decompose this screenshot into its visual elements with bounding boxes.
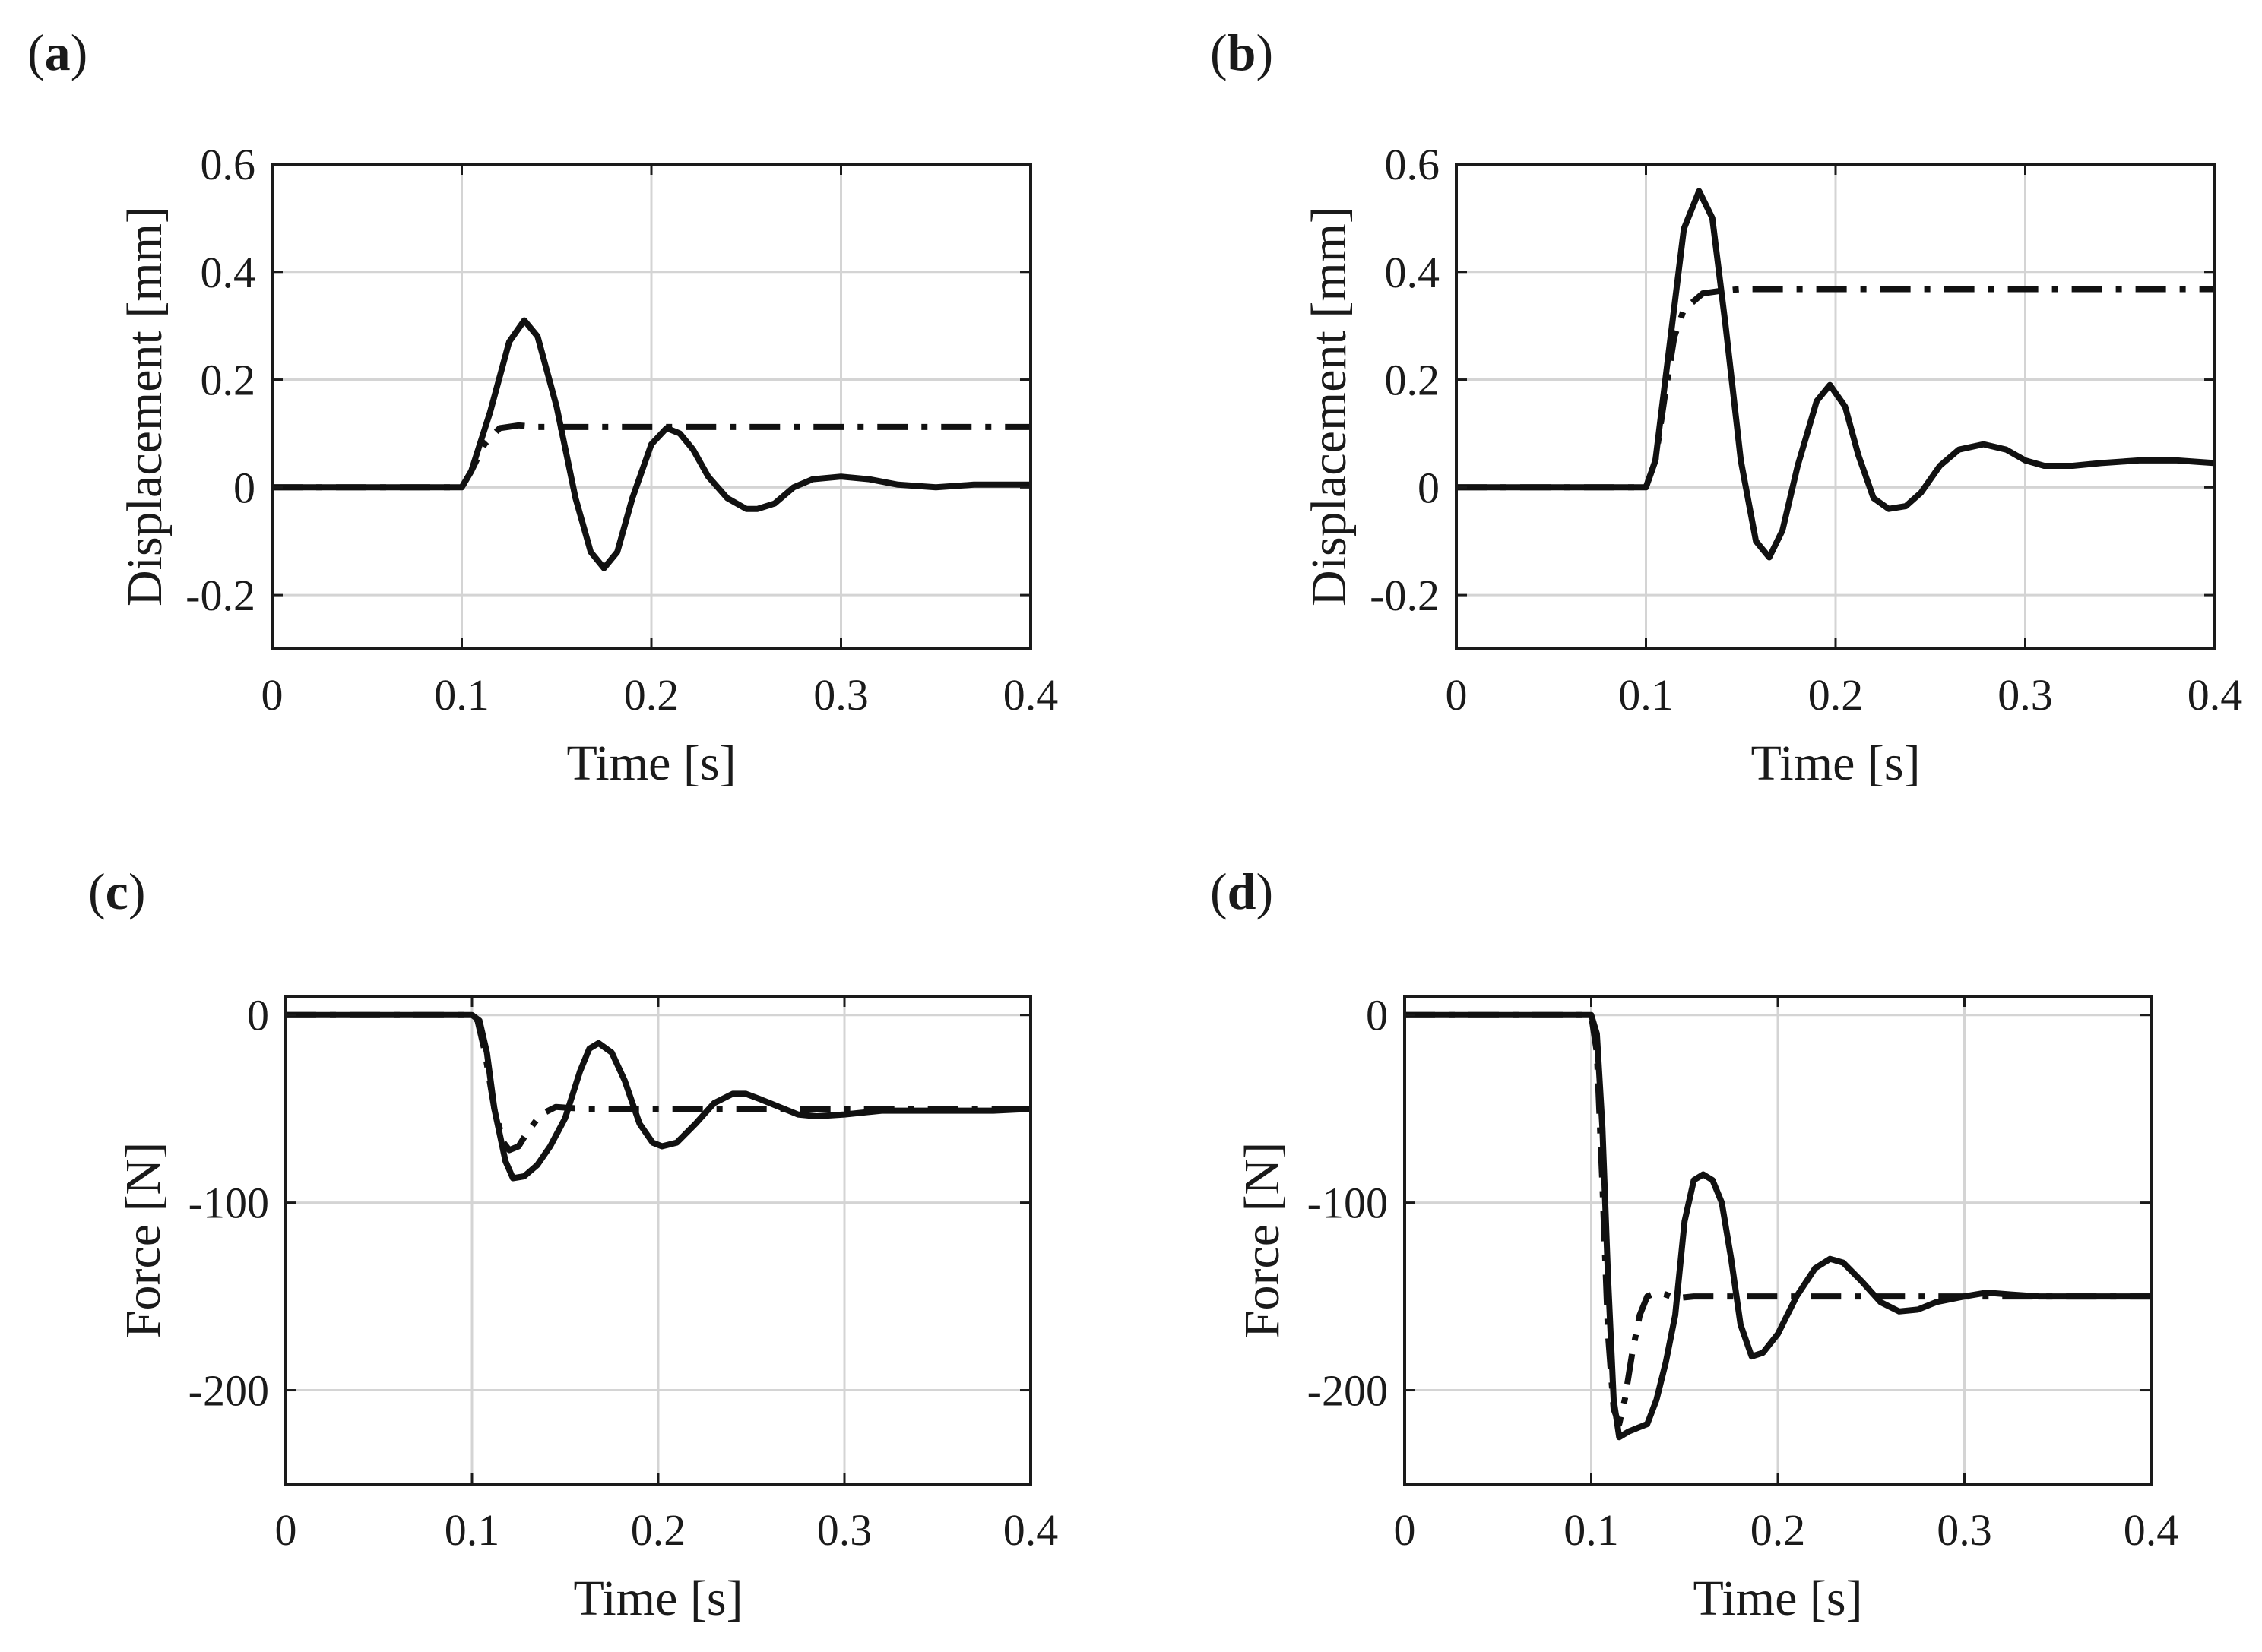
series-dash-dot-a xyxy=(272,422,1031,491)
x-tick-label: 0.4 xyxy=(1003,670,1059,720)
panel-label-letter: c xyxy=(106,862,128,920)
x-tick-label: 0 xyxy=(1394,1505,1416,1555)
y-tick-label: 0.6 xyxy=(1385,140,1440,189)
panel-a: (a) 0 0.1 0.2 0.3 0.4 -0.2 0 0.2 0.4 0.6 Time [s] Di… xyxy=(27,24,1058,791)
x-tick-label: 0.1 xyxy=(434,670,489,720)
y-axis-title: Force [N] xyxy=(1234,1142,1290,1338)
series-dash-dot-b xyxy=(1456,286,2215,491)
x-axis-title: Time [s] xyxy=(573,1571,743,1626)
series-solid-a xyxy=(272,317,1031,571)
panel-label-close: ) xyxy=(128,862,146,920)
y-tick-label: -200 xyxy=(188,1366,269,1416)
panel-label-letter: b xyxy=(1228,24,1256,81)
x-tick-label: 0.4 xyxy=(1003,1505,1059,1555)
y-tick-label: 0 xyxy=(247,991,269,1040)
panel-label-open: ( xyxy=(88,862,106,920)
panel-label-letter: a xyxy=(45,24,71,81)
y-tick-label: 0.4 xyxy=(1385,248,1440,297)
x-tick-label: 0.1 xyxy=(1563,1505,1619,1555)
x-axis-title: Time [s] xyxy=(1693,1571,1862,1626)
panel-label-open: ( xyxy=(1210,24,1228,81)
panel-b: (b) 0 0.1 0.2 0.3 0.4 -0.2 0 0.2 0.4 0.6 Time [s] Di… xyxy=(1210,24,2242,791)
x-tick-label: 0.2 xyxy=(1750,1505,1806,1555)
panel-d: (d) 0 0.1 0.2 0.3 0.4 -200 -100 0 Time [s] Force [… xyxy=(1210,862,2178,1626)
x-tick-label: 0 xyxy=(275,1505,297,1555)
panel-c: (c) 0 0.1 0.2 0.3 0.4 -200 -100 0 Time [s] Force [… xyxy=(88,862,1058,1626)
y-tick-label: 0.6 xyxy=(201,140,256,189)
x-tick-label: 0.4 xyxy=(2188,670,2243,720)
x-tick-label: 0.2 xyxy=(631,1505,686,1555)
x-tick-label: 0.3 xyxy=(1997,670,2053,720)
panel-label-close: ) xyxy=(1256,862,1273,920)
y-tick-label: 0 xyxy=(1366,991,1388,1040)
x-tick-label: 0.3 xyxy=(1937,1505,1992,1555)
x-tick-label: 0.2 xyxy=(1808,670,1864,720)
y-tick-label: 0.2 xyxy=(1385,356,1440,405)
panel-label-a: (a) xyxy=(27,24,87,81)
x-tick-label: 0.2 xyxy=(624,670,680,720)
x-axis-title: Time [s] xyxy=(1750,736,1920,791)
panel-label-b: (b) xyxy=(1210,24,1273,81)
y-axis-title: Displacement [mm] xyxy=(117,207,173,606)
y-tick-label: -100 xyxy=(188,1179,269,1228)
y-tick-label: 0 xyxy=(1418,463,1440,512)
x-tick-label: 0.3 xyxy=(817,1505,873,1555)
x-tick-label: 0.4 xyxy=(2124,1505,2179,1555)
x-tick-label: 0 xyxy=(261,670,284,720)
panel-label-letter: d xyxy=(1228,862,1256,920)
y-tick-label: -100 xyxy=(1307,1179,1388,1228)
x-axis-title: Time [s] xyxy=(566,736,736,791)
panel-label-c: (c) xyxy=(88,862,146,920)
x-tick-label: 0.1 xyxy=(445,1505,500,1555)
panel-label-close: ) xyxy=(71,24,88,81)
panel-label-open: ( xyxy=(27,24,45,81)
series-solid-c xyxy=(286,1011,1031,1182)
x-tick-label: 0 xyxy=(1446,670,1468,720)
y-tick-label: 0.4 xyxy=(201,248,256,297)
series-dash-dot-d xyxy=(1405,1011,2151,1427)
y-axis-title: Displacement [mm] xyxy=(1301,207,1357,606)
y-tick-label: 0.2 xyxy=(201,356,256,405)
x-tick-label: 0.3 xyxy=(813,670,869,720)
panel-label-d: (d) xyxy=(1210,862,1273,920)
series-solid-b xyxy=(1456,188,2215,561)
panel-label-open: ( xyxy=(1210,862,1228,920)
series-dash-dot-c xyxy=(286,1011,1031,1154)
y-tick-label: -200 xyxy=(1307,1366,1388,1416)
y-tick-label: -0.2 xyxy=(185,571,255,620)
panel-label-close: ) xyxy=(1256,24,1273,81)
x-tick-label: 0.1 xyxy=(1618,670,1674,720)
y-axis-title: Force [N] xyxy=(116,1142,171,1338)
y-tick-label: -0.2 xyxy=(1370,571,1440,620)
y-tick-label: 0 xyxy=(233,463,255,512)
